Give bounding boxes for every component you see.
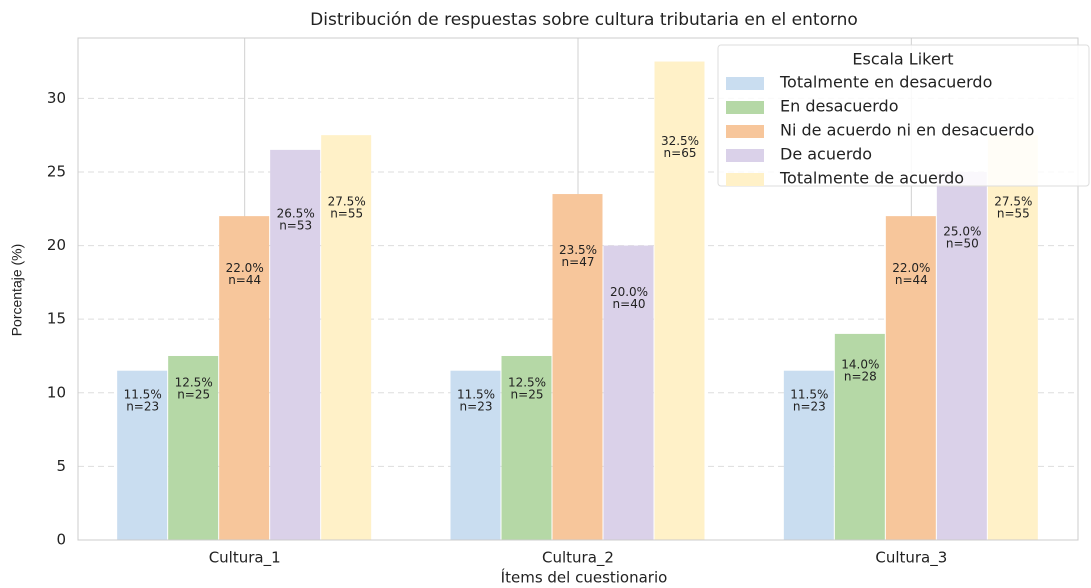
value-label: 22.0% [892, 261, 930, 275]
y-axis-label: Porcentaje (%) [9, 244, 25, 337]
legend-swatch [726, 173, 764, 186]
y-tick-label: 0 [56, 531, 66, 549]
bar [654, 61, 705, 540]
bar [885, 216, 936, 540]
bar [936, 171, 987, 540]
value-label: 26.5% [277, 207, 315, 221]
value-label: 11.5% [790, 388, 828, 402]
count-label: n=55 [330, 207, 363, 221]
y-tick-label: 5 [56, 457, 66, 475]
y-tick-label: 15 [47, 310, 66, 328]
value-label: 14.0% [841, 357, 879, 371]
value-label: 32.5% [661, 134, 699, 148]
value-label: 12.5% [175, 376, 213, 390]
y-tick-label: 30 [47, 89, 66, 107]
legend-swatch [726, 101, 764, 114]
count-label: n=44 [895, 273, 928, 287]
bar [783, 370, 834, 540]
bar [552, 194, 603, 540]
value-label: 27.5% [994, 195, 1032, 209]
count-label: n=50 [946, 237, 979, 251]
legend-label: En desacuerdo [780, 97, 899, 116]
value-label: 12.5% [508, 376, 546, 390]
count-label: n=53 [279, 219, 312, 233]
count-label: n=44 [228, 273, 261, 287]
x-tick-label: Cultura_3 [875, 549, 947, 568]
x-tick-label: Cultura_1 [209, 549, 281, 568]
chart-title: Distribución de respuestas sobre cultura… [310, 10, 858, 30]
count-label: n=47 [562, 255, 595, 269]
count-label: n=23 [460, 400, 493, 414]
value-label: 27.5% [328, 195, 366, 209]
bar [117, 370, 168, 540]
bar [834, 333, 885, 540]
bar [270, 149, 321, 540]
y-tick-label: 20 [47, 236, 66, 254]
legend-box [717, 44, 1090, 187]
legend-label: De acuerdo [780, 145, 872, 164]
x-axis-label: Ítems del cuestionario [501, 568, 668, 587]
legend-swatch [726, 77, 764, 90]
bar [501, 355, 552, 540]
value-label: 22.0% [226, 261, 264, 275]
plot-frame [77, 37, 1079, 541]
bar [987, 135, 1038, 540]
legend-swatch [726, 149, 764, 162]
count-label: n=40 [613, 297, 646, 311]
count-label: n=23 [793, 400, 826, 414]
count-label: n=55 [997, 207, 1030, 221]
value-label: 20.0% [610, 285, 648, 299]
value-label: 11.5% [457, 388, 495, 402]
y-tick-label: 25 [47, 162, 66, 180]
x-tick-label: Cultura_2 [542, 549, 614, 568]
bar [603, 245, 654, 541]
bar [168, 355, 219, 540]
count-label: n=25 [511, 388, 544, 402]
y-tick-label: 10 [47, 383, 66, 401]
legend-label: Totalmente de acuerdo [779, 169, 964, 188]
legend-label: Ni de acuerdo ni en desacuerdo [780, 121, 1034, 140]
count-label: n=28 [844, 369, 877, 383]
legend-title: Escala Likert [852, 50, 953, 69]
bar [219, 216, 270, 540]
value-label: 11.5% [124, 388, 162, 402]
legend-label: Totalmente en desacuerdo [779, 73, 992, 92]
bar [450, 370, 501, 540]
count-label: n=25 [177, 388, 210, 402]
bar [321, 135, 372, 540]
value-label: 25.0% [943, 225, 981, 239]
legend-swatch [726, 125, 764, 138]
value-label: 23.5% [559, 243, 597, 257]
count-label: n=65 [664, 146, 697, 160]
count-label: n=23 [126, 400, 159, 414]
